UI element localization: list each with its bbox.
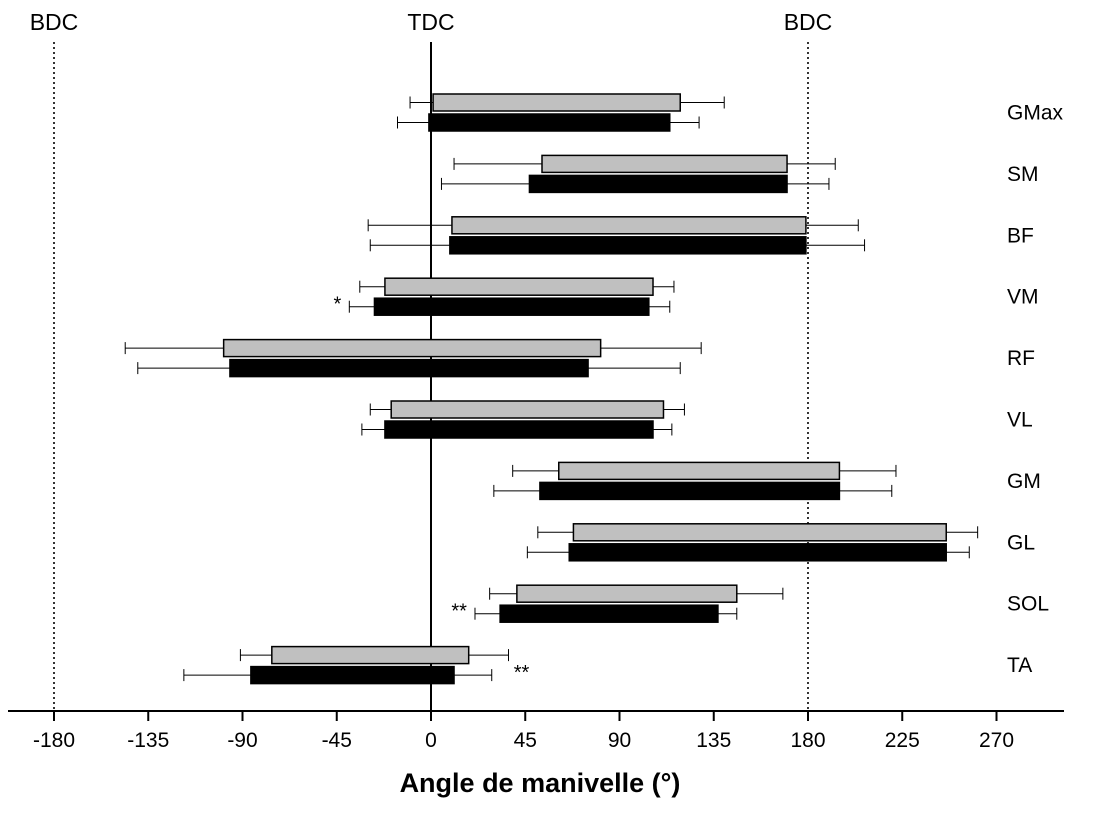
bar-gm [558,461,841,481]
bar-vl [390,400,665,419]
bar-gm [539,481,841,501]
bars-layer [124,93,979,685]
muscle-label: VM [1007,286,1039,309]
bar-rf [229,358,589,378]
x-axis: -180 -135 -90 -45 0 45 90 135 180 225 270 [8,710,1064,752]
reference-label: TDC [407,9,454,35]
bar-bf [449,236,807,255]
bar-vm [373,297,650,316]
x-axis-title: Angle de manivelle (°) [400,768,681,798]
x-tick-label: 45 [514,729,537,752]
x-tick-label: 135 [696,729,731,752]
bar-gl [568,543,947,562]
muscle-label: BF [1007,224,1034,247]
muscle-label: SOL [1007,593,1049,616]
reference-label: BDC [30,9,79,35]
bar-gmax [428,113,671,132]
significance-marker: ** [451,601,467,623]
x-tick-label: 270 [979,729,1014,752]
bar-vm [384,277,654,296]
x-tick-label: -180 [33,729,75,752]
significance-marker: * [334,294,342,316]
bar-rf [222,338,602,358]
muscle-label: SM [1007,163,1039,186]
muscle-label: RF [1007,347,1035,370]
x-tick-label: 0 [425,729,437,752]
bar-sm [541,154,788,174]
muscle-label: GM [1007,470,1041,493]
x-tick-label: 225 [885,729,920,752]
bar-sm [528,174,788,194]
bar-gl [572,523,947,542]
significance-marker: ** [514,662,530,684]
muscle-label: TA [1007,654,1032,677]
x-tick-label: 90 [608,729,631,752]
bar-gmax [432,93,681,112]
bar-sol [516,584,738,603]
x-tick-label: -90 [227,729,257,752]
muscle-label: GMax [1007,102,1064,125]
bar-vl [384,420,654,439]
reference-label: BDC [784,9,833,35]
muscle-label: GL [1007,531,1035,554]
bar-ta [271,645,470,665]
x-tick-label: -45 [322,729,352,752]
muscle-label: VL [1007,409,1033,432]
x-tick-label: 180 [790,729,825,752]
x-tick-label: -135 [127,729,169,752]
bar-bf [451,216,807,235]
bar-sol [499,604,719,623]
bar-ta [250,665,455,685]
